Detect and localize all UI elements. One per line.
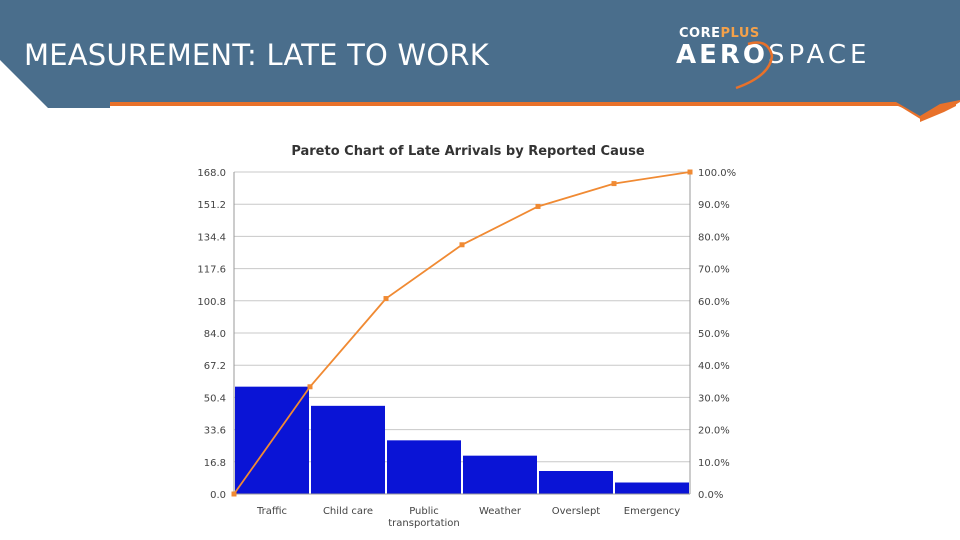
bar-weather [463, 455, 537, 494]
bar-emergency [615, 482, 689, 494]
y-tick-label: 50.4 [204, 393, 226, 404]
cumulative-point [611, 181, 617, 187]
y2-tick-label: 50.0% [698, 329, 730, 340]
bar-public-transportation [387, 440, 461, 494]
y-tick-label: 33.6 [204, 426, 226, 437]
cumulative-point [231, 491, 237, 497]
y2-tick-label: 10.0% [698, 458, 730, 469]
logo-text-space: SPACE [768, 40, 871, 70]
logo-text-plus: PLUS [720, 26, 760, 41]
cumulative-point [687, 169, 693, 175]
chart-title: Pareto Chart of Late Arrivals by Reporte… [291, 144, 645, 159]
y2-tick-label: 70.0% [698, 265, 730, 276]
x-tick-label: Emergency [624, 506, 680, 517]
y-tick-label: 168.0 [197, 168, 226, 179]
y2-tick-label: 0.0% [698, 490, 723, 501]
y2-tick-label: 90.0% [698, 200, 730, 211]
y-tick-label: 134.4 [197, 232, 226, 243]
x-tick-label: Public [409, 506, 439, 517]
logo-text-aero: AERO [676, 40, 769, 70]
y-tick-label: 67.2 [204, 361, 226, 372]
y2-tick-label: 40.0% [698, 361, 730, 372]
logo-text-core: CORE [679, 26, 721, 41]
cumulative-point [307, 384, 313, 390]
y2-tick-label: 100.0% [698, 168, 736, 179]
x-tick-label: Child care [323, 506, 373, 517]
header-banner [0, 0, 960, 116]
y2-tick-label: 20.0% [698, 426, 730, 437]
page-title: MEASUREMENT: LATE TO WORK [24, 38, 489, 72]
cumulative-point [459, 242, 465, 248]
x-tick-label: transportation [388, 518, 460, 529]
y2-tick-label: 80.0% [698, 232, 730, 243]
y-tick-label: 84.0 [204, 329, 226, 340]
header-orange-accent [108, 102, 956, 122]
cumulative-point [383, 296, 389, 302]
y-tick-label: 0.0 [210, 490, 226, 501]
bar-overslept [539, 471, 613, 494]
logo-swoosh-icon [735, 41, 774, 90]
y2-tick-label: 60.0% [698, 297, 730, 308]
y2-tick-label: 30.0% [698, 393, 730, 404]
y-tick-label: 100.8 [197, 297, 226, 308]
y-tick-label: 16.8 [204, 458, 226, 469]
bar-child-care [311, 405, 385, 494]
x-tick-label: Overslept [552, 506, 601, 517]
cumulative-point [535, 203, 541, 209]
y-tick-label: 151.2 [197, 200, 226, 211]
x-tick-label: Weather [479, 506, 522, 517]
y-tick-label: 117.6 [197, 265, 226, 276]
x-tick-label: Traffic [256, 506, 287, 517]
